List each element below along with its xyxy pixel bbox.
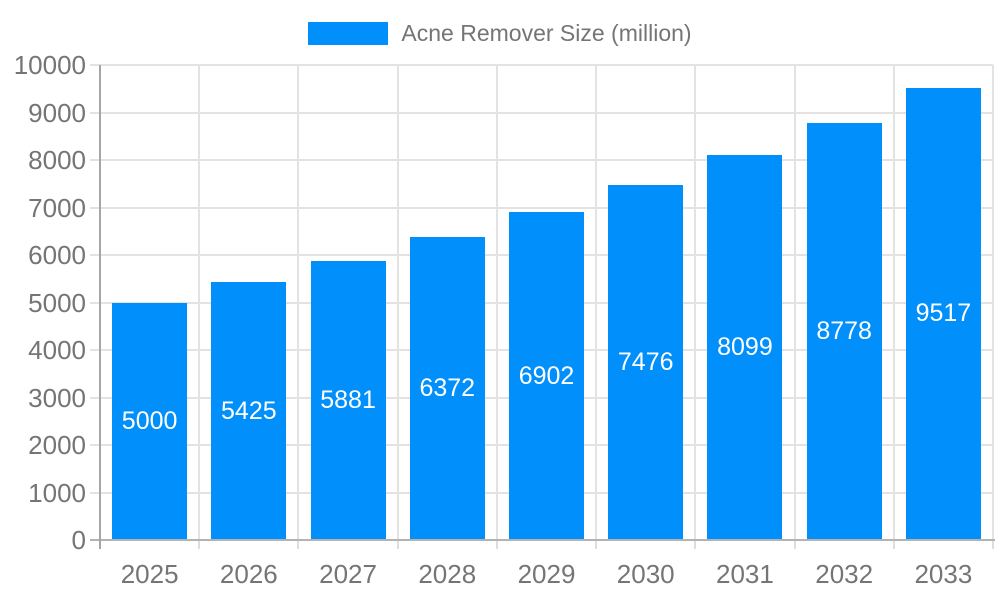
bar-2027[interactable]: 5881	[310, 260, 386, 540]
x-axis-tick-label: 2030	[616, 559, 675, 589]
bar-value-label: 8778	[816, 317, 872, 345]
y-axis-tick-label: 7000	[28, 192, 86, 223]
x-axis-tick	[694, 540, 697, 549]
x-axis-tick	[396, 540, 399, 549]
x-axis-tick	[198, 540, 201, 549]
bar-2026[interactable]: 5425	[211, 282, 287, 540]
x-axis-tick	[297, 540, 300, 549]
y-axis-tick-label: 2000	[28, 430, 86, 460]
bar-value-label: 5425	[221, 396, 277, 425]
x-axis-tick-label: 2032	[815, 559, 874, 589]
x-axis-tick-label: 2029	[517, 559, 576, 589]
x-axis-tick	[495, 540, 498, 549]
y-axis-tick-label: 3000	[28, 382, 86, 413]
x-axis-tick-label: 2027	[319, 559, 377, 589]
bar-2029[interactable]: 6902	[509, 212, 584, 540]
gridline-vertical	[694, 65, 697, 540]
y-axis-tick-label: 10000	[13, 50, 86, 80]
legend-swatch-icon	[308, 21, 389, 45]
bar-2032[interactable]: 8778	[806, 123, 882, 540]
x-axis-tick	[595, 540, 598, 549]
x-axis-tick-label: 2031	[716, 559, 774, 589]
bar-2031[interactable]: 8099	[707, 155, 783, 540]
y-axis-line	[99, 65, 101, 549]
gridline-horizontal	[90, 111, 993, 114]
bar-value-label: 6902	[518, 361, 575, 390]
x-axis-tick	[793, 540, 796, 549]
y-axis-tick-label: 1000	[28, 477, 86, 508]
bar-2028[interactable]: 6372	[409, 237, 485, 540]
bar-value-label: 7476	[617, 347, 674, 376]
bar-value-label: 9517	[915, 299, 972, 328]
bar-value-label: 8099	[717, 333, 773, 362]
bar-2033[interactable]: 9517	[905, 87, 981, 540]
x-axis-tick	[992, 540, 994, 549]
gridline-vertical	[793, 65, 796, 540]
x-axis-tick-label: 2033	[914, 559, 973, 589]
gridline-vertical	[198, 65, 201, 540]
gridline-vertical	[396, 65, 399, 540]
bar-value-label: 5881	[320, 385, 376, 414]
y-axis-tick-label: 8000	[28, 145, 86, 175]
x-axis-tick-label: 2025	[120, 559, 179, 589]
legend-item[interactable]: Acne Remover Size (million)	[0, 18, 1000, 48]
x-axis-tick-label: 2026	[219, 559, 278, 589]
gridline-vertical	[495, 65, 498, 540]
bar-2025[interactable]: 5000	[112, 302, 188, 540]
gridline-vertical	[892, 65, 895, 540]
x-axis-tick	[892, 540, 895, 549]
bar-value-label: 6372	[419, 374, 476, 403]
y-axis-tick-label: 6000	[28, 240, 86, 270]
bar-2030[interactable]: 7476	[608, 184, 684, 540]
legend-label: Acne Remover Size (million)	[401, 19, 692, 46]
gridline-vertical	[992, 65, 994, 540]
y-axis-tick-label: 0	[71, 525, 86, 555]
gridline-horizontal	[90, 159, 993, 161]
x-axis-line	[90, 539, 995, 541]
x-axis-tick-label: 2028	[418, 559, 477, 589]
y-axis-tick-label: 4000	[28, 335, 86, 365]
y-axis-tick-label: 5000	[28, 287, 86, 318]
y-axis-tick-label: 9000	[28, 97, 86, 128]
bar-value-label: 5000	[121, 406, 178, 435]
gridline-vertical	[595, 65, 598, 540]
gridline-horizontal	[90, 64, 993, 66]
gridline-vertical	[297, 65, 300, 540]
gridline-horizontal	[90, 206, 993, 209]
